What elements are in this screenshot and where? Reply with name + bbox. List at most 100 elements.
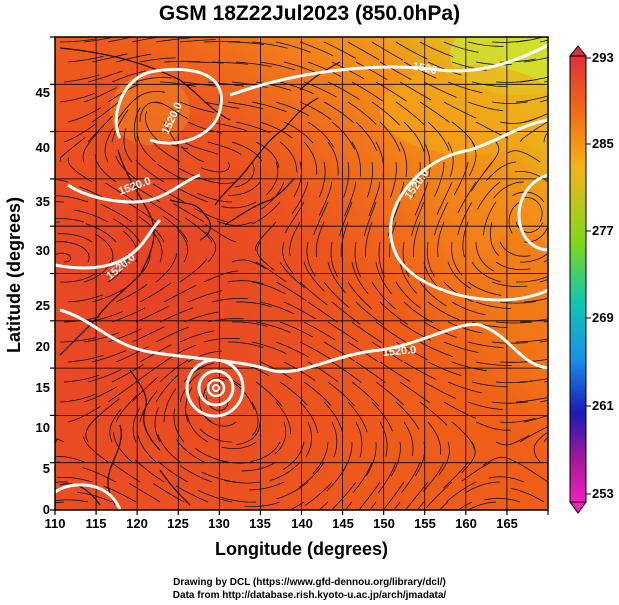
streamline (426, 481, 453, 508)
streamline (299, 341, 332, 360)
streamline (216, 220, 253, 226)
streamline (477, 181, 501, 210)
streamline (323, 401, 343, 433)
streamline (419, 101, 450, 123)
streamline (59, 273, 95, 283)
streamline (475, 61, 512, 66)
streamline (59, 92, 95, 103)
streamline (112, 218, 141, 243)
streamline (371, 341, 403, 362)
streamline (434, 161, 445, 197)
streamline (154, 407, 161, 443)
streamline (67, 406, 101, 423)
y-tick-label: 5 (42, 461, 50, 476)
streamline (299, 401, 319, 433)
streamline (211, 297, 248, 303)
streamline (416, 501, 425, 510)
streamline (515, 396, 548, 403)
streamline (83, 87, 118, 103)
streamline (187, 290, 223, 303)
height-contours (55, 43, 548, 510)
streamline (256, 241, 275, 271)
streamline (395, 41, 428, 60)
streamline (197, 193, 233, 203)
streamline (207, 141, 242, 156)
streamline (371, 281, 396, 310)
streamline (274, 421, 287, 455)
streamline (269, 461, 301, 482)
streamline (224, 480, 261, 484)
streamline (457, 181, 477, 214)
y-tick-label: 35 (35, 194, 50, 209)
streamline (288, 501, 305, 510)
streamline (358, 481, 381, 510)
streamline (368, 181, 381, 217)
x-tick-label: 110 (44, 516, 66, 531)
streamline (365, 441, 377, 477)
streamline (109, 409, 122, 443)
streamline (330, 241, 338, 277)
streamline (231, 141, 263, 162)
streamline (283, 61, 319, 74)
streamline (457, 501, 473, 510)
streamline (185, 217, 213, 243)
colorbar-label: 269 (592, 310, 614, 325)
x-tick-label: 130 (208, 516, 230, 531)
streamline (378, 241, 385, 278)
streamline (251, 101, 287, 113)
streamline (427, 361, 462, 376)
streamline (111, 364, 144, 383)
streamline (405, 481, 429, 510)
streamline (355, 301, 384, 326)
streamline (259, 121, 293, 139)
streamline (393, 501, 401, 510)
streamline (205, 231, 217, 263)
streamline (371, 401, 393, 432)
streamline (423, 381, 457, 399)
streamline (375, 261, 393, 295)
streamline (451, 301, 486, 316)
streamline (523, 113, 548, 123)
streamline (482, 456, 517, 466)
streamline (451, 361, 487, 372)
streamline (111, 109, 129, 143)
streamline (122, 230, 138, 263)
streamline (283, 121, 314, 144)
streamline (327, 261, 346, 294)
streamline (347, 281, 373, 310)
streamline (203, 41, 241, 43)
streamline (259, 61, 296, 71)
streamline (91, 350, 127, 363)
streamline (105, 182, 137, 203)
streamline (221, 441, 257, 450)
streamline (419, 341, 453, 358)
streamline (443, 401, 477, 419)
streamline (515, 338, 548, 343)
streamline (289, 221, 301, 256)
typhoon-center (185, 358, 245, 418)
x-tick-label: 120 (126, 516, 148, 531)
streamline (515, 221, 544, 233)
streamline (427, 301, 460, 321)
streamline (451, 241, 463, 276)
streamline (279, 381, 308, 406)
streamline (231, 259, 267, 270)
streamline (467, 41, 504, 47)
streamline (423, 141, 431, 177)
streamline (365, 221, 373, 258)
streamline (59, 393, 96, 403)
streamline (471, 381, 508, 388)
streamline (318, 161, 326, 198)
streamline (179, 258, 208, 283)
streamline (467, 101, 503, 112)
streamline (155, 326, 189, 343)
y-tick-label: 15 (35, 380, 50, 395)
streamline (59, 337, 96, 343)
streamline (414, 181, 429, 216)
streamline (327, 81, 360, 100)
streamline (135, 159, 165, 183)
streamline (125, 201, 157, 223)
streamline (55, 438, 65, 444)
streamline (395, 401, 420, 430)
streamline (383, 481, 405, 510)
